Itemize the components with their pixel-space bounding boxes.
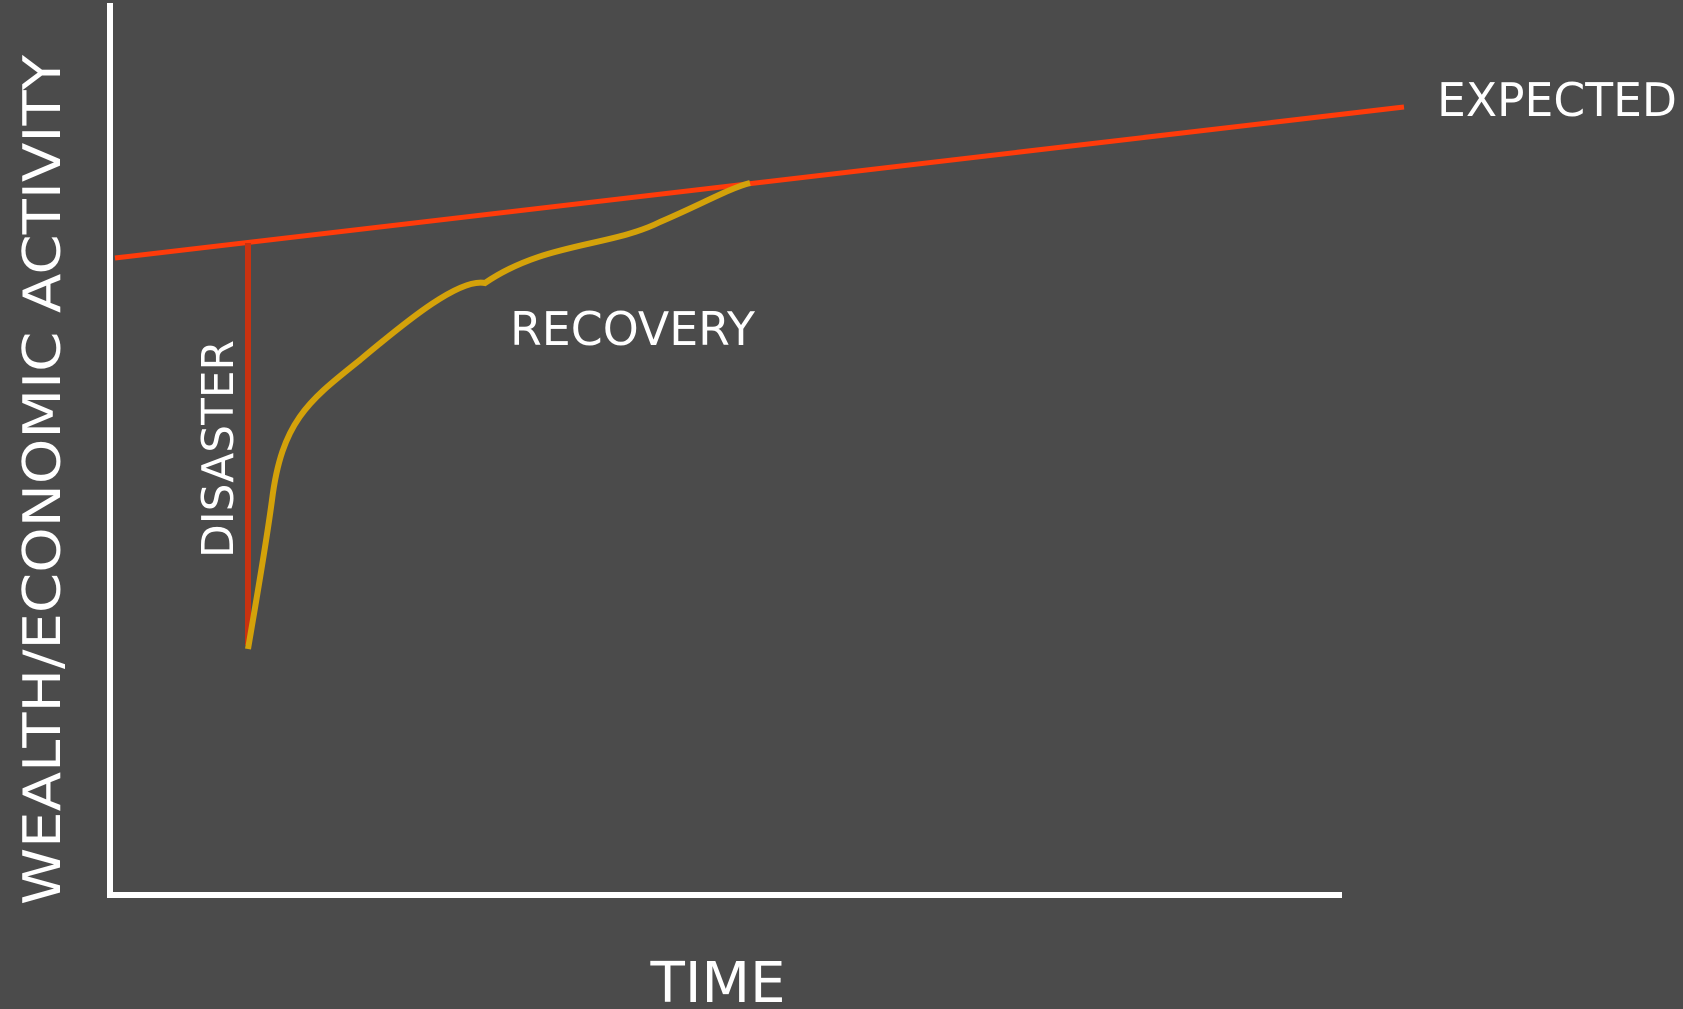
expected-trend-line [114,104,1405,261]
expected-label: EXPECTED [1437,73,1677,127]
recovery-label: RECOVERY [510,302,756,356]
recovery-curve [245,180,751,650]
x-axis-label: TIME [649,951,785,1009]
disaster-label: DISASTER [193,340,244,558]
y-axis-label: WEALTH/ECONOMIC ACTIVITY [13,55,73,905]
